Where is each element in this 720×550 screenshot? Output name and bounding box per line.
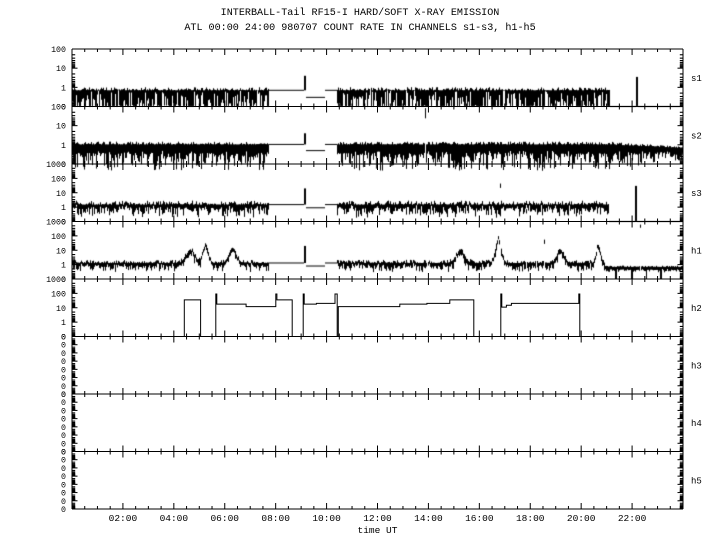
svg-text:1000: 1000 [46, 219, 66, 228]
svg-text:h4: h4 [691, 419, 702, 429]
svg-text:18:00: 18:00 [516, 513, 545, 524]
svg-text:s2: s2 [691, 131, 702, 141]
svg-text:20:00: 20:00 [567, 513, 596, 524]
svg-text:10: 10 [56, 190, 66, 199]
svg-text:12:00: 12:00 [363, 513, 392, 524]
svg-text:h3: h3 [691, 361, 702, 371]
svg-text:s1: s1 [691, 74, 702, 84]
svg-text:1: 1 [61, 204, 66, 213]
svg-text:0: 0 [61, 506, 66, 515]
svg-text:100: 100 [51, 46, 66, 55]
svg-text:10: 10 [56, 305, 66, 314]
svg-text:h1: h1 [691, 246, 702, 256]
svg-text:02:00: 02:00 [109, 513, 138, 524]
svg-text:14:00: 14:00 [414, 513, 443, 524]
svg-text:10: 10 [56, 123, 66, 132]
svg-text:1: 1 [61, 142, 66, 151]
svg-text:1: 1 [61, 84, 66, 93]
svg-text:100: 100 [51, 175, 66, 184]
svg-text:10: 10 [56, 65, 66, 74]
svg-text:04:00: 04:00 [160, 513, 189, 524]
svg-text:16:00: 16:00 [465, 513, 494, 524]
svg-text:h5: h5 [691, 476, 702, 486]
svg-text:1000: 1000 [46, 161, 66, 170]
svg-text:time UT: time UT [358, 525, 398, 536]
svg-text:08:00: 08:00 [261, 513, 290, 524]
svg-text:1: 1 [61, 262, 66, 271]
svg-text:100: 100 [51, 104, 66, 113]
svg-text:100: 100 [51, 233, 66, 242]
svg-text:s3: s3 [691, 189, 702, 199]
svg-text:100: 100 [51, 290, 66, 299]
svg-text:10: 10 [56, 247, 66, 256]
svg-text:1: 1 [61, 319, 66, 328]
svg-text:22:00: 22:00 [618, 513, 647, 524]
svg-text:h2: h2 [691, 304, 702, 314]
svg-text:10:00: 10:00 [312, 513, 341, 524]
svg-text:06:00: 06:00 [210, 513, 239, 524]
svg-text:1000: 1000 [46, 276, 66, 285]
